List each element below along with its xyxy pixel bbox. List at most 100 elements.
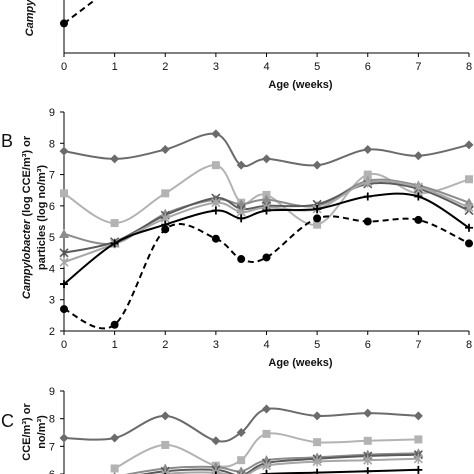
x-tick-label: 4 [263, 61, 269, 73]
series-3-point-0 [59, 248, 69, 258]
x-tick-label: 6 [365, 339, 371, 351]
series-0 [60, 0, 97, 28]
series-0-point-3 [211, 129, 221, 139]
series-2-point-0 [59, 229, 69, 239]
y-axis-title: Campy [24, 0, 36, 36]
series-0-point-4 [236, 160, 246, 170]
series-1-point-7 [363, 170, 372, 179]
series-6-point-0 [60, 305, 68, 314]
x-tick-label: 5 [314, 61, 320, 73]
series-0 [59, 404, 423, 446]
y-tick-label: 7 [49, 170, 55, 182]
series-0-point-0 [60, 19, 68, 28]
series-4-point-0 [59, 257, 69, 268]
series-0-line [63, 132, 470, 168]
series-2-point-5 [261, 194, 272, 204]
series-3-line [63, 181, 470, 254]
series-3-point-3 [236, 470, 246, 474]
x-tick-label: 1 [112, 339, 118, 351]
x-tick-label: 5 [314, 339, 320, 351]
series-1-point-0 [60, 189, 68, 198]
series-6-point-5 [262, 253, 271, 262]
x-tick-label: 8 [466, 339, 472, 351]
series-4-point-4 [261, 460, 272, 471]
series-4-point-6 [363, 455, 373, 466]
series-2-line [124, 452, 419, 474]
series-4-point-3 [211, 197, 221, 208]
series-0-line [63, 0, 97, 25]
chart-panel-b: 2 3 4 5 6 7 8 9 0 1 2 3 4 5 6 7 8 Age (weeks) B Campylobact… [1, 107, 474, 369]
series-6-point-2 [161, 225, 170, 234]
y-tick-label: 7 [49, 441, 55, 453]
series-1-point-2 [161, 189, 170, 198]
series-1-point-9 [465, 175, 473, 184]
x-tick-label: 8 [466, 61, 472, 73]
series-4-point-3 [236, 471, 246, 474]
series-0-point-9 [464, 140, 474, 150]
series-0-point-1 [110, 154, 120, 164]
series-0-point-6 [312, 411, 322, 421]
series-0 [59, 129, 474, 170]
series-6-point-1 [110, 320, 119, 329]
series-5-point-7 [363, 192, 372, 201]
series-0-point-0 [59, 433, 69, 443]
y-tick-label: 9 [49, 107, 55, 119]
series-0-point-6 [312, 160, 322, 170]
series-5-point-2 [214, 471, 217, 474]
y-axis-title-line2: particles (log no/m³) [36, 165, 48, 270]
y-axis-title-line1: Campylobacter (log CCE/m³) or [21, 135, 33, 299]
series-5-point-5 [262, 206, 271, 215]
x-tick-label: 0 [61, 339, 67, 351]
series-4-point-7 [363, 177, 373, 188]
y-tick-label: 6 [49, 469, 55, 474]
panel-label: C [1, 411, 14, 431]
series-5-line [63, 192, 470, 285]
series-5-line [258, 468, 419, 474]
series-4-point-1 [160, 469, 170, 474]
series-5-point-6 [363, 467, 372, 474]
series-6-point-8 [414, 215, 423, 224]
series-6-point-7 [363, 217, 372, 226]
y-tick-label: 2 [49, 326, 55, 338]
series-6-point-6 [313, 214, 322, 223]
series-0-point-0 [59, 146, 69, 156]
series-0-point-3 [211, 436, 221, 446]
series-6-point-9 [465, 239, 473, 248]
series-4-point-5 [312, 456, 322, 467]
series-1-line [114, 432, 419, 470]
series-0-point-2 [160, 145, 170, 155]
series-1-point-4 [262, 429, 271, 438]
x-axis-title: Age (weeks) [268, 357, 333, 369]
y-tick-label: 8 [49, 138, 55, 150]
series-5-point-4 [237, 214, 246, 223]
x-tick-label: 0 [61, 61, 67, 73]
x-tick-label: 1 [112, 61, 118, 73]
series-1-point-5 [313, 438, 322, 447]
series-1-point-1 [161, 440, 170, 449]
x-tick-label: 7 [415, 61, 421, 73]
y-tick-label: 6 [49, 201, 55, 213]
series-6-line [63, 215, 470, 330]
series-1-point-7 [414, 435, 423, 444]
series-2-point-3 [236, 466, 246, 474]
x-tick-label: 2 [162, 339, 168, 351]
series-1-point-3 [211, 161, 220, 170]
series-0-point-8 [413, 151, 423, 161]
series-4-point-8 [413, 182, 423, 193]
series-5-point-3 [211, 206, 220, 215]
series-1-point-6 [313, 220, 322, 229]
series-1 [110, 429, 423, 473]
series-5-point-7 [414, 465, 423, 474]
series-0-point-8 [413, 411, 423, 421]
series-5-point-0 [60, 280, 68, 289]
x-tick-label: 4 [263, 339, 269, 351]
series-0-point-1 [110, 433, 120, 443]
series-6-point-3 [211, 234, 220, 243]
series-0-point-5 [262, 154, 271, 164]
y-tick-label: 4 [49, 263, 55, 275]
y-tick-label: 5 [49, 232, 55, 244]
series-5-point-5 [313, 468, 322, 474]
x-tick-label: 3 [213, 61, 219, 73]
